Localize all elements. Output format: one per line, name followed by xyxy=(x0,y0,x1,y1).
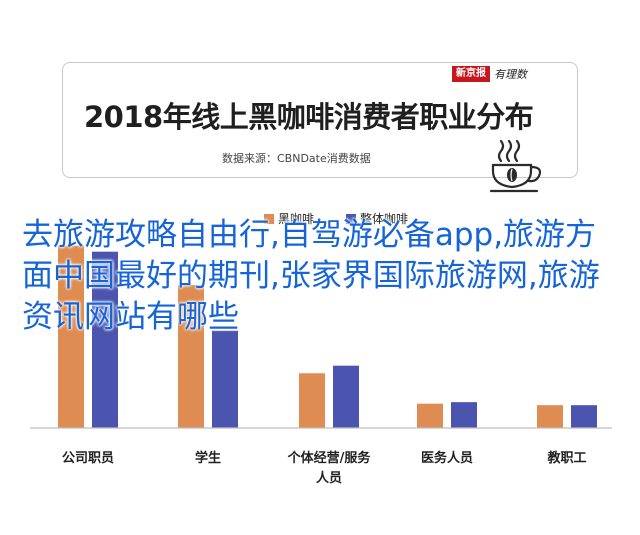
legend: 黑咖啡 整体咖啡 xyxy=(0,210,640,226)
chart-source: 数据来源：CBNDate消费数据 xyxy=(222,152,371,165)
bar-2-3 xyxy=(333,365,359,428)
category-label-1: 公司职员 xyxy=(62,451,114,466)
header-card xyxy=(62,62,578,178)
bar-1-5 xyxy=(537,405,563,428)
bar-2-2 xyxy=(212,330,238,428)
bars-group xyxy=(58,245,597,428)
bar-1-3 xyxy=(299,373,325,428)
legend-label-series-2: 整体咖啡 xyxy=(360,212,409,226)
brand-logo-red-box: 新京报 xyxy=(452,66,490,82)
category-label-2: 学生 xyxy=(195,450,221,466)
bar-2-4 xyxy=(451,402,477,428)
bar-2-1 xyxy=(92,251,118,428)
bar-2-5 xyxy=(571,405,597,428)
bar-1-1 xyxy=(58,245,84,428)
brand-logo: 新京报 有理数 xyxy=(452,66,527,82)
coffee-cup-icon xyxy=(489,139,542,193)
category-label-3: 个体经营/服务人员 xyxy=(287,450,372,486)
category-label-5: 教职工 xyxy=(546,450,586,466)
legend-swatch-series-1 xyxy=(264,213,274,224)
legend-label-series-1: 黑咖啡 xyxy=(278,212,315,226)
brand-logo-script: 有理数 xyxy=(494,68,527,81)
legend-item-series-2: 整体咖啡 xyxy=(346,210,408,227)
legend-item-series-1: 黑咖啡 xyxy=(264,210,314,227)
category-labels: 公司职员 学生 个体经营/服务人员 医务人员 教职工 xyxy=(62,450,587,486)
bar-1-2 xyxy=(178,285,204,428)
bar-1-4 xyxy=(417,403,443,428)
legend-swatch-series-2 xyxy=(346,213,356,224)
category-label-4: 医务人员 xyxy=(421,450,473,466)
chart-title: 2018年线上黑咖啡消费者职业分布 xyxy=(84,100,534,134)
overlay-caption: 去旅游攻略自由行,自驾游必备app,旅游方面中国最好的期刊,张家界国际旅游网,旅… xyxy=(22,217,600,335)
